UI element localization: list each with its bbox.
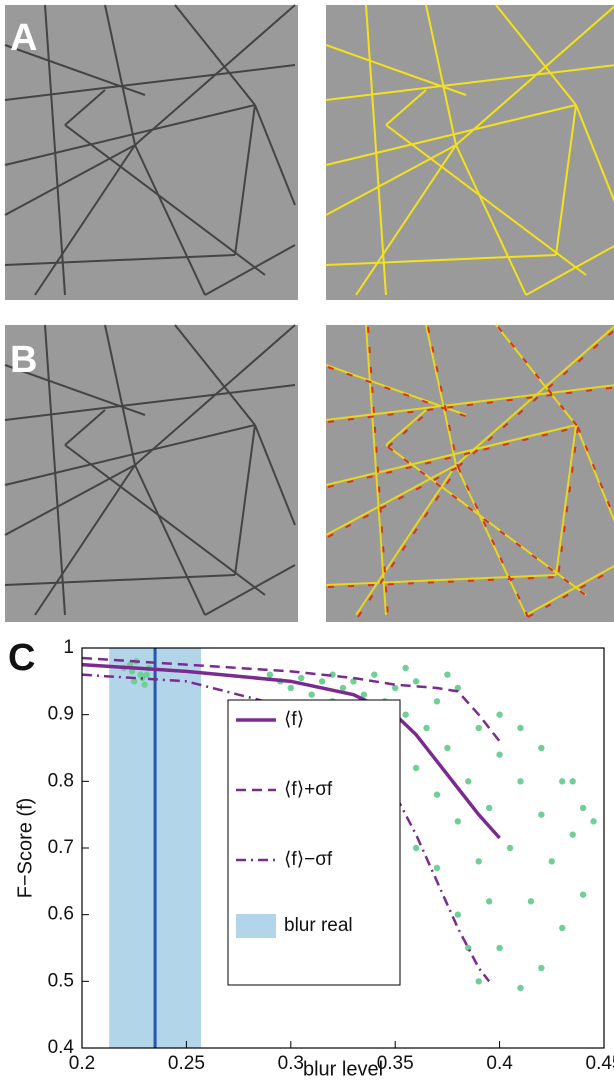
scatter-point bbox=[559, 925, 565, 931]
panel-a-left bbox=[5, 5, 298, 300]
scatter-point bbox=[392, 685, 398, 691]
scatter-point bbox=[434, 865, 440, 871]
y-tick-label: 0.8 bbox=[48, 770, 74, 791]
scatter-point bbox=[444, 745, 450, 751]
scatter-point bbox=[476, 725, 482, 731]
scatter-point bbox=[465, 778, 471, 784]
figure: A B C 0.20.250.30.350.40.450.40.50.60.70… bbox=[0, 0, 614, 1081]
scatter-point bbox=[413, 678, 419, 684]
scatter-point bbox=[423, 725, 429, 731]
panel-label: B bbox=[10, 339, 37, 381]
scatter-point bbox=[549, 858, 555, 864]
scatter-point bbox=[517, 778, 523, 784]
scatter-point bbox=[402, 665, 408, 671]
scatter-point bbox=[496, 711, 502, 717]
panel-b-right bbox=[326, 325, 614, 622]
y-tick-label: 0.9 bbox=[48, 704, 74, 725]
scatter-point bbox=[141, 681, 147, 687]
scatter-point bbox=[476, 978, 482, 984]
scatter-point bbox=[434, 791, 440, 797]
y-axis-label: F−Score (f) bbox=[14, 798, 36, 899]
scatter-point bbox=[444, 671, 450, 677]
scatter-point bbox=[486, 805, 492, 811]
scatter-point bbox=[144, 671, 150, 677]
chart: 0.20.250.30.350.40.450.40.50.60.70.80.91… bbox=[14, 637, 614, 1080]
scatter-point bbox=[455, 818, 461, 824]
y-tick-label: 0.6 bbox=[48, 904, 74, 925]
page: A B C 0.20.250.30.350.40.450.40.50.60.70… bbox=[0, 0, 614, 1081]
y-tick-label: 1 bbox=[63, 637, 74, 658]
scatter-point bbox=[413, 845, 419, 851]
scatter-point bbox=[371, 671, 377, 677]
scatter-point bbox=[569, 778, 575, 784]
scatter-point bbox=[569, 831, 575, 837]
scatter-point bbox=[507, 845, 513, 851]
scatter-point bbox=[434, 698, 440, 704]
scatter-point bbox=[413, 765, 419, 771]
scatter-point bbox=[308, 691, 314, 697]
scatter-point bbox=[476, 858, 482, 864]
panel-b-left bbox=[5, 325, 298, 622]
scatter-point bbox=[288, 685, 294, 691]
x-axis-label: blur level bbox=[303, 1058, 383, 1080]
y-tick-label: 0.7 bbox=[48, 837, 74, 858]
scatter-point bbox=[590, 818, 596, 824]
x-tick-label: 0.25 bbox=[168, 1053, 205, 1074]
scatter-point bbox=[486, 898, 492, 904]
panel-label: C bbox=[8, 637, 35, 679]
scatter-point bbox=[538, 811, 544, 817]
scatter-point bbox=[559, 778, 565, 784]
scatter-point bbox=[319, 678, 325, 684]
scatter-point bbox=[402, 711, 408, 717]
x-tick-label: 0.3 bbox=[278, 1053, 304, 1074]
scatter-point bbox=[538, 965, 544, 971]
scatter-point bbox=[517, 985, 523, 991]
scatter-point bbox=[267, 671, 273, 677]
legend-box bbox=[228, 700, 400, 985]
legend-swatch bbox=[236, 914, 276, 938]
scatter-point bbox=[580, 805, 586, 811]
scatter-point bbox=[580, 891, 586, 897]
y-tick-label: 0.5 bbox=[48, 970, 74, 991]
scatter-point bbox=[538, 745, 544, 751]
scatter-point bbox=[528, 898, 534, 904]
scatter-point bbox=[517, 725, 523, 731]
scatter-point bbox=[455, 911, 461, 917]
x-tick-label: 0.4 bbox=[486, 1053, 513, 1074]
scatter-point bbox=[496, 945, 502, 951]
panel-a-right bbox=[326, 5, 614, 300]
x-tick-label: 0.45 bbox=[586, 1053, 614, 1074]
legend-label: ⟨f⟩+σf bbox=[284, 779, 333, 800]
legend-label: blur real bbox=[284, 915, 353, 936]
y-tick-label: 0.4 bbox=[48, 1037, 75, 1058]
legend-label: ⟨f⟩−σf bbox=[284, 849, 333, 870]
scatter-point bbox=[298, 675, 304, 681]
scatter-point bbox=[496, 751, 502, 757]
legend-label: ⟨f⟩ bbox=[284, 709, 304, 730]
panel-label: A bbox=[10, 17, 37, 59]
